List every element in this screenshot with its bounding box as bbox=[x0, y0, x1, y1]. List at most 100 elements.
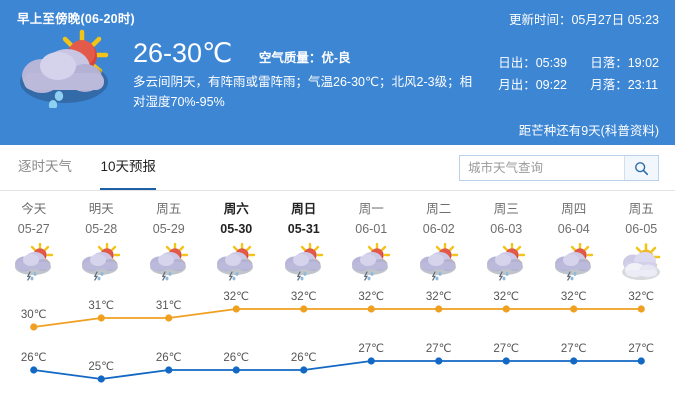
day-date: 05-29 bbox=[152, 222, 185, 236]
temperature-point-high bbox=[435, 305, 443, 313]
day-date: 06-04 bbox=[557, 222, 590, 236]
temperature-label-low: 26℃ bbox=[155, 352, 182, 364]
cloud-sun-rain-icon bbox=[552, 242, 596, 281]
temperature-point-high bbox=[232, 305, 240, 313]
temperature-point-low bbox=[502, 357, 510, 365]
air-quality: 空气质量：优-良 bbox=[259, 47, 351, 66]
day-name: 周四 bbox=[561, 202, 587, 216]
temperature-label-high: 32℃ bbox=[290, 291, 317, 303]
cloud-sun-rain-icon bbox=[484, 242, 528, 281]
cloud-sun-rain-icon bbox=[214, 242, 258, 281]
search-button[interactable] bbox=[624, 156, 658, 180]
day-date: 06-02 bbox=[422, 222, 455, 236]
forecast-day-column[interactable]: 周五 05-29 bbox=[135, 191, 203, 281]
cloud-sun-rain-icon bbox=[147, 242, 191, 281]
temperature-point-low bbox=[367, 357, 375, 365]
temperature-label-high: 31℃ bbox=[155, 300, 182, 312]
day-date: 06-03 bbox=[490, 222, 523, 236]
temperature-label-low: 26℃ bbox=[290, 352, 317, 364]
forecast-grid: 今天 05-27 明天 05-28 周五 05-29 周六 05-30 周日 05-31 周一 06-… bbox=[0, 191, 675, 419]
day-date: 05-31 bbox=[287, 222, 320, 236]
weather-header: 早上至傍晚(06-20时) 更新时间：05月27日 05:23 bbox=[0, 0, 675, 145]
cloud-sun-rain-icon bbox=[79, 242, 123, 281]
temperature-point-high bbox=[300, 305, 308, 313]
temperature-point-low bbox=[570, 357, 578, 365]
tab-10day-forecast[interactable]: 10天预报 bbox=[100, 145, 156, 190]
cloud-sun-rain-icon bbox=[12, 242, 56, 281]
sun-moon-times: 日出：05:39 日落：19:02 月出：09:22 月落：23:11 bbox=[498, 52, 659, 96]
forecast-day-column[interactable]: 周四 06-04 bbox=[540, 191, 608, 281]
temperature-label-low: 27℃ bbox=[560, 343, 587, 355]
day-date: 05-30 bbox=[220, 222, 253, 236]
temperature-point-high bbox=[30, 323, 38, 331]
temperature-label-high: 32℃ bbox=[223, 291, 250, 303]
sunset-time: 日落：19:02 bbox=[590, 56, 659, 70]
search-icon bbox=[635, 161, 649, 175]
tab-list: 逐时天气 10天预报 bbox=[18, 145, 180, 190]
cloud-sun-icon bbox=[619, 243, 663, 281]
day-date: 06-05 bbox=[625, 222, 658, 236]
forecast-day-column[interactable]: 周一 06-01 bbox=[338, 191, 406, 281]
cloud-sun-rain-icon bbox=[12, 28, 118, 110]
cloud-sun-rain-icon bbox=[349, 242, 393, 281]
temperature-point-low bbox=[165, 366, 173, 374]
day-name: 周日 bbox=[291, 202, 317, 216]
day-name: 周六 bbox=[223, 202, 249, 216]
day-name: 明天 bbox=[88, 202, 114, 216]
temperature-label-high: 32℃ bbox=[493, 291, 520, 303]
temperature-label-high: 31℃ bbox=[88, 300, 115, 312]
forecast-day-column[interactable]: 周三 06-03 bbox=[473, 191, 541, 281]
temperature-point-high bbox=[367, 305, 375, 313]
day-date: 05-28 bbox=[85, 222, 118, 236]
current-conditions: 26-30℃ 空气质量：优-良 bbox=[133, 40, 351, 67]
update-time: 更新时间：05月27日 05:23 bbox=[508, 13, 659, 27]
temperature-label-high: 32℃ bbox=[628, 291, 655, 303]
temperature-line-high bbox=[33, 308, 642, 328]
temperature-point-high bbox=[165, 314, 173, 322]
air-quality-value: 优-良 bbox=[321, 51, 351, 65]
forecast-day-column[interactable]: 周日 05-31 bbox=[270, 191, 338, 281]
search-input[interactable] bbox=[460, 156, 624, 180]
temperature-label-low: 26℃ bbox=[223, 352, 250, 364]
solar-term-note[interactable]: 距芒种还有9天(科普资料) bbox=[518, 124, 659, 138]
temperature-label-high: 32℃ bbox=[425, 291, 452, 303]
day-date: 05-27 bbox=[17, 222, 50, 236]
temperature-label-high: 32℃ bbox=[358, 291, 385, 303]
tab-bar: 逐时天气 10天预报 bbox=[0, 145, 675, 191]
day-name: 周一 bbox=[358, 202, 384, 216]
temperature-label-low: 27℃ bbox=[628, 343, 655, 355]
cloud-sun-rain-icon bbox=[282, 242, 326, 281]
temperature-point-low bbox=[637, 357, 645, 365]
day-name: 周五 bbox=[156, 202, 182, 216]
forecast-day-column[interactable]: 周五 06-05 bbox=[608, 191, 675, 281]
temperature-point-high bbox=[637, 305, 645, 313]
forecast-day-column[interactable]: 周二 06-02 bbox=[405, 191, 473, 281]
forecast-day-column[interactable]: 周六 05-30 bbox=[203, 191, 271, 281]
air-quality-label: 空气质量： bbox=[258, 51, 322, 65]
temperature-point-high bbox=[502, 305, 510, 313]
moonset-time: 月落：23:11 bbox=[590, 78, 659, 92]
forecast-day-column[interactable]: 明天 05-28 bbox=[68, 191, 136, 281]
city-search-box bbox=[459, 155, 659, 181]
temperature-point-low bbox=[232, 366, 240, 374]
temperature-label-low: 27℃ bbox=[493, 343, 520, 355]
temperature-point-high bbox=[97, 314, 105, 322]
cloud-sun-rain-icon bbox=[417, 242, 461, 281]
current-temperature: 26-30℃ bbox=[133, 38, 233, 68]
temperature-point-low bbox=[30, 366, 38, 374]
sunrise-time: 日出：05:39 bbox=[498, 56, 567, 70]
day-date: 06-01 bbox=[355, 222, 388, 236]
day-name: 周三 bbox=[493, 202, 519, 216]
temperature-label-low: 27℃ bbox=[358, 343, 385, 355]
tab-hourly-weather[interactable]: 逐时天气 bbox=[18, 159, 72, 174]
temperature-point-high bbox=[570, 305, 578, 313]
temperature-line-low bbox=[33, 360, 642, 380]
temperature-label-high: 30℃ bbox=[20, 309, 47, 321]
sun-times-row: 日出：05:39 日落：19:02 bbox=[498, 52, 659, 74]
period-title: 早上至傍晚(06-20时) bbox=[17, 12, 135, 26]
forecast-day-column[interactable]: 今天 05-27 bbox=[0, 191, 68, 281]
moonrise-time: 月出：09:22 bbox=[498, 78, 567, 92]
temperature-label-low: 26℃ bbox=[20, 352, 47, 364]
weather-description: 多云间阴天，有阵雨或雷阵雨；气温26-30℃；北风2-3级；相对湿度70%-95… bbox=[133, 75, 473, 109]
